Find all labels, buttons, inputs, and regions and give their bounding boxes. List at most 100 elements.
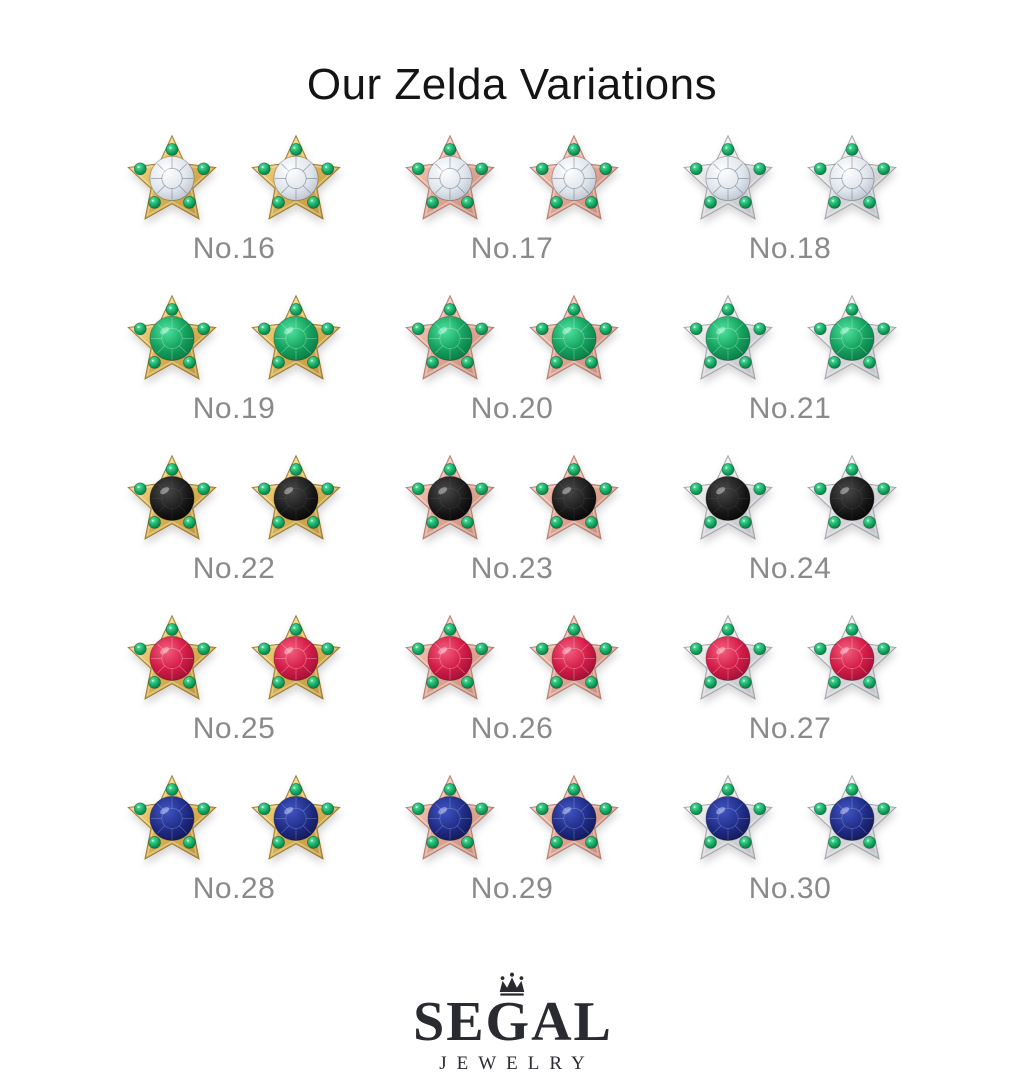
product-no-20: No.20	[373, 286, 651, 446]
center-stone	[149, 795, 195, 841]
accent-emeralds	[257, 143, 335, 209]
star-earring-left-icon	[405, 134, 495, 220]
product-label: No.22	[192, 552, 276, 585]
earring-pair	[126, 132, 342, 224]
earring-pair	[126, 772, 342, 864]
star-earring-left-icon	[683, 294, 773, 380]
product-no-30: No.30	[651, 766, 929, 926]
star-earring-right-icon	[251, 774, 341, 860]
product-no-27: No.27	[651, 606, 929, 766]
center-stone	[427, 475, 473, 521]
star-earring-left-icon	[405, 294, 495, 380]
star-earring-left-icon	[683, 774, 773, 860]
accent-emeralds	[257, 623, 335, 689]
center-stone	[149, 635, 195, 681]
product-no-16: No.16	[95, 126, 373, 286]
earring-pair	[682, 292, 898, 384]
star-earring-right-icon	[807, 134, 897, 220]
stone-facets	[274, 477, 318, 520]
stone-facets	[274, 317, 318, 360]
stone-facets	[150, 477, 194, 520]
center-stone	[705, 635, 751, 681]
accent-emeralds	[257, 783, 335, 849]
product-no-21: No.21	[651, 286, 929, 446]
accent-emeralds	[133, 143, 211, 209]
stone-facets	[274, 157, 318, 200]
accent-emeralds	[813, 143, 891, 209]
star-earring-left-icon	[127, 294, 217, 380]
star-earring-left-icon	[127, 134, 217, 220]
star-earring-right-icon	[251, 134, 341, 220]
accent-emeralds	[133, 783, 211, 849]
stone-facets	[706, 317, 750, 360]
star-earring-right-icon	[529, 614, 619, 700]
earring-pair	[126, 612, 342, 704]
product-no-25: No.25	[95, 606, 373, 766]
product-grid: No.16	[95, 126, 929, 926]
star-earring-left-icon	[405, 454, 495, 540]
accent-emeralds	[813, 463, 891, 529]
center-stone	[427, 315, 473, 361]
accent-emeralds	[133, 623, 211, 689]
stone-facets	[274, 637, 318, 680]
accent-emeralds	[535, 783, 613, 849]
earring-pair	[682, 452, 898, 544]
center-stone	[705, 795, 751, 841]
earring-pair	[404, 292, 620, 384]
page-title: Our Zelda Variations	[306, 60, 718, 109]
product-label: No.17	[470, 232, 554, 265]
earring-pair	[682, 612, 898, 704]
earring-pair	[682, 132, 898, 224]
accent-emeralds	[257, 303, 335, 369]
center-stone	[829, 315, 875, 361]
product-no-24: No.24	[651, 446, 929, 606]
accent-emeralds	[411, 623, 489, 689]
product-label: No.20	[470, 392, 554, 425]
product-label: No.24	[748, 552, 832, 585]
stone-facets	[150, 157, 194, 200]
center-stone	[829, 635, 875, 681]
earring-pair	[126, 292, 342, 384]
star-earring-right-icon	[807, 294, 897, 380]
star-earring-left-icon	[683, 614, 773, 700]
accent-emeralds	[689, 463, 767, 529]
center-stone	[273, 635, 319, 681]
stone-facets	[428, 157, 472, 200]
center-stone	[551, 795, 597, 841]
accent-emeralds	[689, 143, 767, 209]
product-label: No.28	[192, 872, 276, 905]
stone-facets	[150, 797, 194, 840]
accent-emeralds	[813, 783, 891, 849]
product-label: No.19	[192, 392, 276, 425]
product-label: No.29	[470, 872, 554, 905]
star-earring-right-icon	[807, 454, 897, 540]
accent-emeralds	[813, 623, 891, 689]
accent-emeralds	[689, 783, 767, 849]
product-no-26: No.26	[373, 606, 651, 766]
product-label: No.26	[470, 712, 554, 745]
star-earring-right-icon	[529, 134, 619, 220]
center-stone	[829, 475, 875, 521]
stone-facets	[830, 157, 874, 200]
accent-emeralds	[411, 143, 489, 209]
earring-pair	[404, 132, 620, 224]
accent-emeralds	[535, 303, 613, 369]
product-label: No.16	[192, 232, 276, 265]
center-stone	[427, 635, 473, 681]
accent-emeralds	[535, 463, 613, 529]
star-earring-right-icon	[807, 614, 897, 700]
product-no-29: No.29	[373, 766, 651, 926]
earring-pair	[404, 772, 620, 864]
star-earring-right-icon	[807, 774, 897, 860]
star-earring-left-icon	[405, 774, 495, 860]
product-label: No.23	[470, 552, 554, 585]
stone-facets	[706, 477, 750, 520]
accent-emeralds	[411, 783, 489, 849]
accent-emeralds	[689, 623, 767, 689]
stone-facets	[830, 477, 874, 520]
center-stone	[427, 795, 473, 841]
product-label: No.25	[192, 712, 276, 745]
star-earring-right-icon	[251, 294, 341, 380]
stone-facets	[830, 797, 874, 840]
accent-emeralds	[535, 143, 613, 209]
